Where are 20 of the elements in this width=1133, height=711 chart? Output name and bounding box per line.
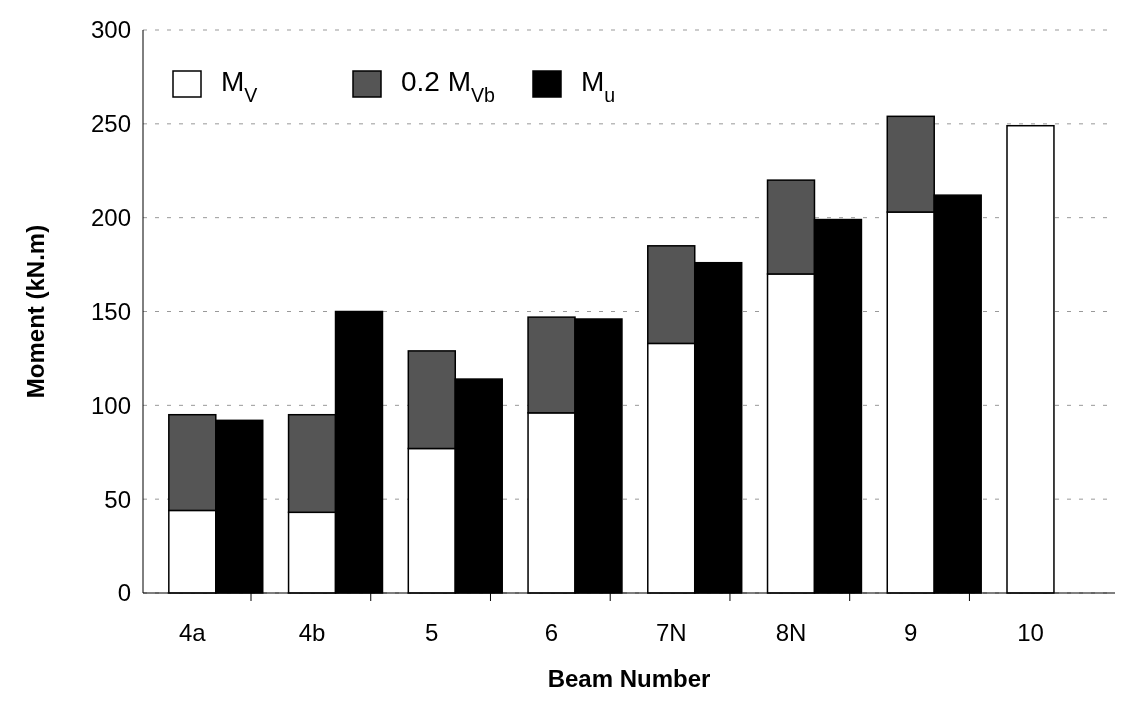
x-tick-label: 4a (178, 619, 207, 646)
y-tick-label: 100 (90, 391, 131, 419)
legend-label: M$_{u}$ (581, 66, 616, 106)
legend-label: M$_{V}$ (221, 66, 258, 106)
y-tick-label: 0 (117, 579, 131, 607)
y-tick-label: 300 (90, 16, 131, 44)
x-tick-label: 7N (655, 619, 687, 646)
x-tick-label: 5 (425, 619, 439, 646)
x-tick-label: 4b (298, 619, 326, 646)
legend-label: 0.2 M$_{Vb}$ (401, 66, 496, 106)
y-axis-title: Moment (kN.m) (22, 224, 49, 399)
y-tick-label: 50 (104, 485, 131, 513)
y-tick-label: 250 (90, 110, 131, 138)
x-tick-label: 9 (904, 619, 918, 646)
x-tick-label: 8N (775, 619, 807, 646)
y-tick-label: 200 (90, 204, 131, 232)
x-tick-label: 6 (544, 619, 559, 646)
x-axis-title: Beam Number (547, 665, 711, 692)
y-tick-label: 150 (90, 297, 131, 325)
x-tick-label: 10 (1017, 619, 1044, 646)
